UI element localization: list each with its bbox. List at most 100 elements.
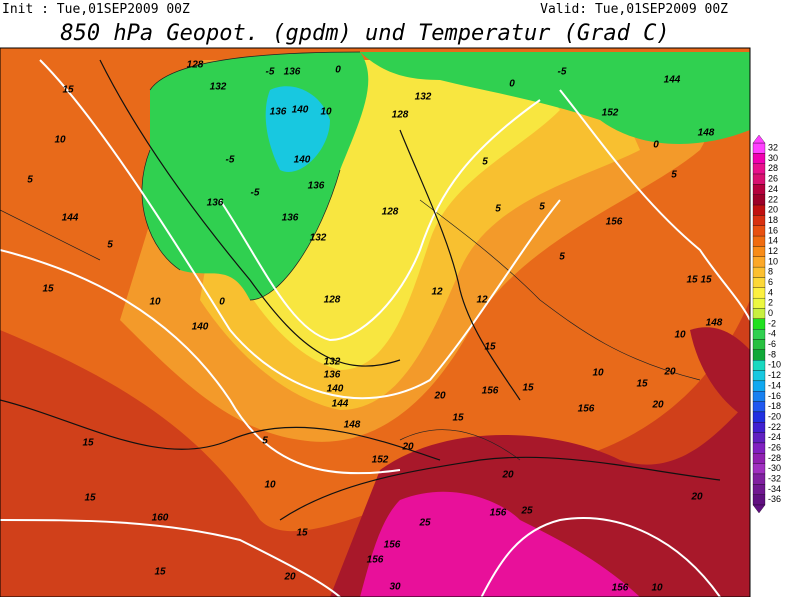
contour-label: 132	[324, 357, 341, 368]
colorbar-label: 8	[768, 267, 773, 277]
colorbar-label: 0	[768, 308, 773, 318]
contour-label: 15	[522, 383, 534, 394]
colorbar-swatch	[752, 318, 766, 330]
contour-label: 10	[54, 135, 66, 146]
colorbar-label: -8	[768, 349, 776, 359]
colorbar-swatch	[752, 153, 766, 164]
contour-label: 140	[192, 322, 209, 333]
contour-label: 15	[84, 493, 96, 504]
contour-label: 132	[210, 82, 227, 93]
contour-label: 15	[686, 275, 698, 286]
init-time: Init : Tue,01SEP2009 00Z	[2, 2, 190, 17]
contour-label: 128	[392, 110, 409, 121]
colorbar-label: 32	[768, 143, 778, 153]
contour-label: -5	[266, 67, 275, 78]
colorbar-label: -10	[768, 360, 781, 370]
colorbar-label: 16	[768, 225, 778, 235]
contour-label: 25	[418, 518, 431, 529]
contour-label: 10	[149, 297, 161, 308]
contour-label: 156	[482, 386, 499, 397]
contour-label: 20	[501, 470, 514, 481]
contour-label: 15	[154, 567, 166, 578]
contour-label: 20	[433, 391, 446, 402]
colorbar-swatch	[752, 463, 766, 475]
contour-label: 20	[663, 367, 676, 378]
colorbar-label: -16	[768, 391, 781, 401]
contour-label: 15	[484, 342, 496, 353]
contour-label: 148	[344, 420, 361, 431]
colorbar-swatch	[752, 380, 766, 392]
contour-label: 0	[219, 297, 225, 308]
contour-label: 136	[207, 198, 224, 209]
colorbar-label: -20	[768, 411, 781, 421]
contour-label: -5	[251, 188, 260, 199]
colorbar-swatch	[752, 308, 766, 319]
colorbar-label: 14	[768, 236, 778, 246]
contour-label: 140	[294, 155, 311, 166]
colorbar-swatch	[752, 432, 766, 444]
colorbar-label: -4	[768, 329, 776, 339]
colorbar-swatch	[752, 391, 766, 402]
contour-label: 156	[578, 404, 595, 415]
colorbar-swatch	[752, 266, 766, 278]
contour-label: 12	[431, 287, 443, 298]
colorbar-swatch	[752, 173, 766, 185]
contour-label: 144	[664, 75, 681, 86]
contour-label: 10	[651, 583, 663, 594]
contour-label: 132	[415, 92, 432, 103]
contour-label: 156	[367, 555, 384, 566]
contour-label: 20	[283, 572, 296, 583]
contour-label: 30	[389, 582, 401, 593]
map-title: 850 hPa Geopot. (gpdm) und Temperatur (G…	[60, 21, 669, 46]
contour-label: 15	[700, 275, 712, 286]
colorbar-label: -26	[768, 442, 781, 452]
colorbar-label: -6	[768, 339, 776, 349]
contour-label: 12	[476, 295, 488, 306]
contour-label: 15	[82, 438, 94, 449]
contour-label: 10	[592, 368, 604, 379]
contour-label: 5	[27, 175, 33, 186]
contour-label: 5	[671, 170, 677, 181]
contour-label: 136	[284, 67, 301, 78]
contour-label: 160	[152, 513, 169, 524]
contour-label: 132	[310, 233, 327, 244]
colorbar-arrow-bottom	[752, 504, 766, 514]
contour-label: 144	[332, 399, 349, 410]
contour-label: 15	[62, 85, 74, 96]
map-frame	[0, 47, 751, 597]
colorbar-label: 26	[768, 174, 778, 184]
contour-label: 156	[490, 508, 507, 519]
colorbar-label: 20	[768, 205, 778, 215]
colorbar-label: 30	[768, 153, 778, 163]
contour-label: 0	[653, 140, 659, 151]
contour-label: 25	[520, 506, 533, 517]
colorbar-label: -36	[768, 494, 781, 504]
colorbar-swatch	[752, 287, 766, 299]
colorbar-label: -24	[768, 432, 781, 442]
contour-label: 148	[698, 128, 715, 139]
contour-label: 152	[602, 108, 619, 119]
colorbar-label: -14	[768, 380, 781, 390]
contour-label: 136	[282, 213, 299, 224]
contour-label: 20	[690, 492, 703, 503]
colorbar-swatch	[752, 339, 766, 351]
contour-label: 128	[324, 295, 341, 306]
colorbar-swatch	[752, 422, 766, 433]
contour-label: 128	[187, 60, 204, 71]
colorbar-label: 2	[768, 298, 773, 308]
colorbar-swatch	[752, 370, 766, 382]
colorbar-swatch	[752, 235, 766, 247]
contour-label: 152	[372, 455, 389, 466]
colorbar-swatch	[752, 453, 766, 464]
contour-label: 156	[384, 540, 401, 551]
contour-label: -5	[558, 67, 567, 78]
colorbar-label: 12	[768, 246, 778, 256]
colorbar-swatch	[752, 297, 766, 309]
valid-time: Valid: Tue,01SEP2009 00Z	[540, 2, 728, 17]
contour-label: 5	[559, 252, 565, 263]
colorbar-swatch	[752, 225, 766, 237]
colorbar-swatch	[752, 411, 766, 423]
contour-label: 0	[335, 65, 341, 76]
colorbar-swatch	[752, 184, 766, 195]
colorbar-swatch	[752, 215, 766, 226]
